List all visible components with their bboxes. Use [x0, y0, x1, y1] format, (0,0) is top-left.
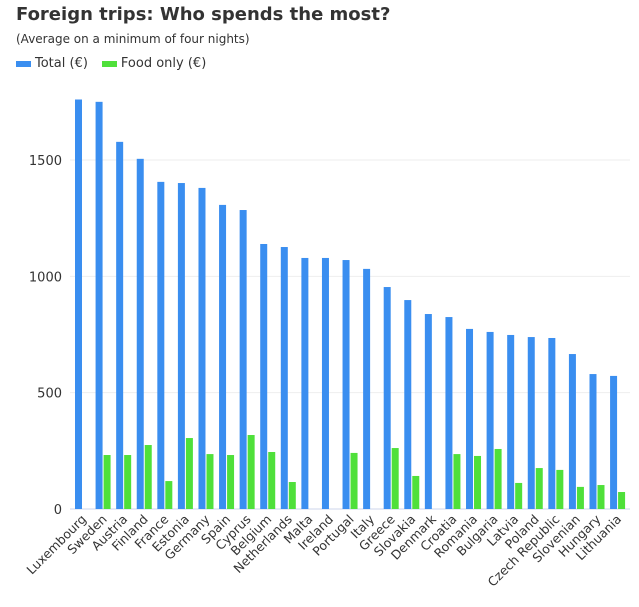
bar-food	[576, 486, 584, 509]
bar-food	[412, 475, 420, 509]
bar-total	[568, 354, 576, 509]
bar-total	[342, 260, 350, 509]
bar-total	[136, 158, 144, 509]
bar-food	[185, 438, 193, 509]
legend-label-total: Total (€)	[35, 56, 88, 71]
bar-total	[157, 181, 165, 509]
bar-total	[177, 183, 185, 509]
y-tick-label: 500	[37, 387, 62, 402]
legend: Total (€) Food only (€)	[16, 56, 206, 71]
chart-subtitle: (Average on a minimum of four nights)	[16, 32, 250, 46]
bar-food	[515, 482, 523, 509]
bar-total	[75, 99, 82, 510]
bar-total	[363, 268, 371, 509]
bar-total	[589, 374, 597, 509]
bar-total	[301, 257, 309, 509]
legend-item-total[interactable]: Total (€)	[16, 56, 88, 71]
legend-swatch-total	[16, 60, 31, 67]
bar-total	[383, 287, 391, 509]
bar-total	[466, 328, 474, 509]
bar-food	[247, 435, 255, 509]
bar-food	[350, 452, 358, 509]
bar-total	[507, 334, 515, 509]
bar-total	[445, 317, 453, 509]
bar-total	[404, 300, 412, 509]
bar-food	[124, 455, 132, 509]
y-tick-label: 1000	[29, 270, 62, 285]
y-tick-label: 0	[54, 503, 62, 518]
bar-total	[424, 314, 432, 509]
bar-total	[486, 331, 494, 509]
bar-total	[321, 257, 329, 509]
chart-title: Foreign trips: Who spends the most?	[16, 4, 391, 25]
y-tick-label: 1500	[29, 154, 62, 169]
bar-food	[494, 448, 502, 509]
bar-total	[280, 247, 288, 509]
bar-food	[453, 454, 461, 509]
bar-food	[103, 455, 111, 509]
bar-total	[260, 243, 268, 509]
bar-food	[268, 451, 276, 509]
bar-total	[239, 210, 247, 510]
bar-food	[144, 445, 152, 509]
bar-total	[219, 204, 227, 509]
bar-food	[165, 481, 173, 509]
bar-total	[548, 337, 556, 509]
bar-food	[227, 455, 235, 509]
bar-food	[474, 455, 482, 509]
bar-total	[198, 187, 206, 510]
bar-food	[535, 468, 543, 509]
legend-label-food: Food only (€)	[120, 56, 207, 71]
bar-food	[618, 492, 626, 509]
bar-total	[610, 375, 618, 509]
legend-swatch-food	[101, 60, 117, 67]
bar-food	[288, 482, 296, 509]
bar-food	[556, 469, 564, 509]
legend-item-food[interactable]: Food only (€)	[101, 56, 207, 71]
bar-food	[597, 485, 605, 509]
bar-food	[391, 448, 399, 509]
bar-food	[206, 454, 214, 509]
bar-total	[95, 101, 103, 509]
bar-total	[116, 141, 124, 510]
bar-total	[527, 337, 535, 509]
